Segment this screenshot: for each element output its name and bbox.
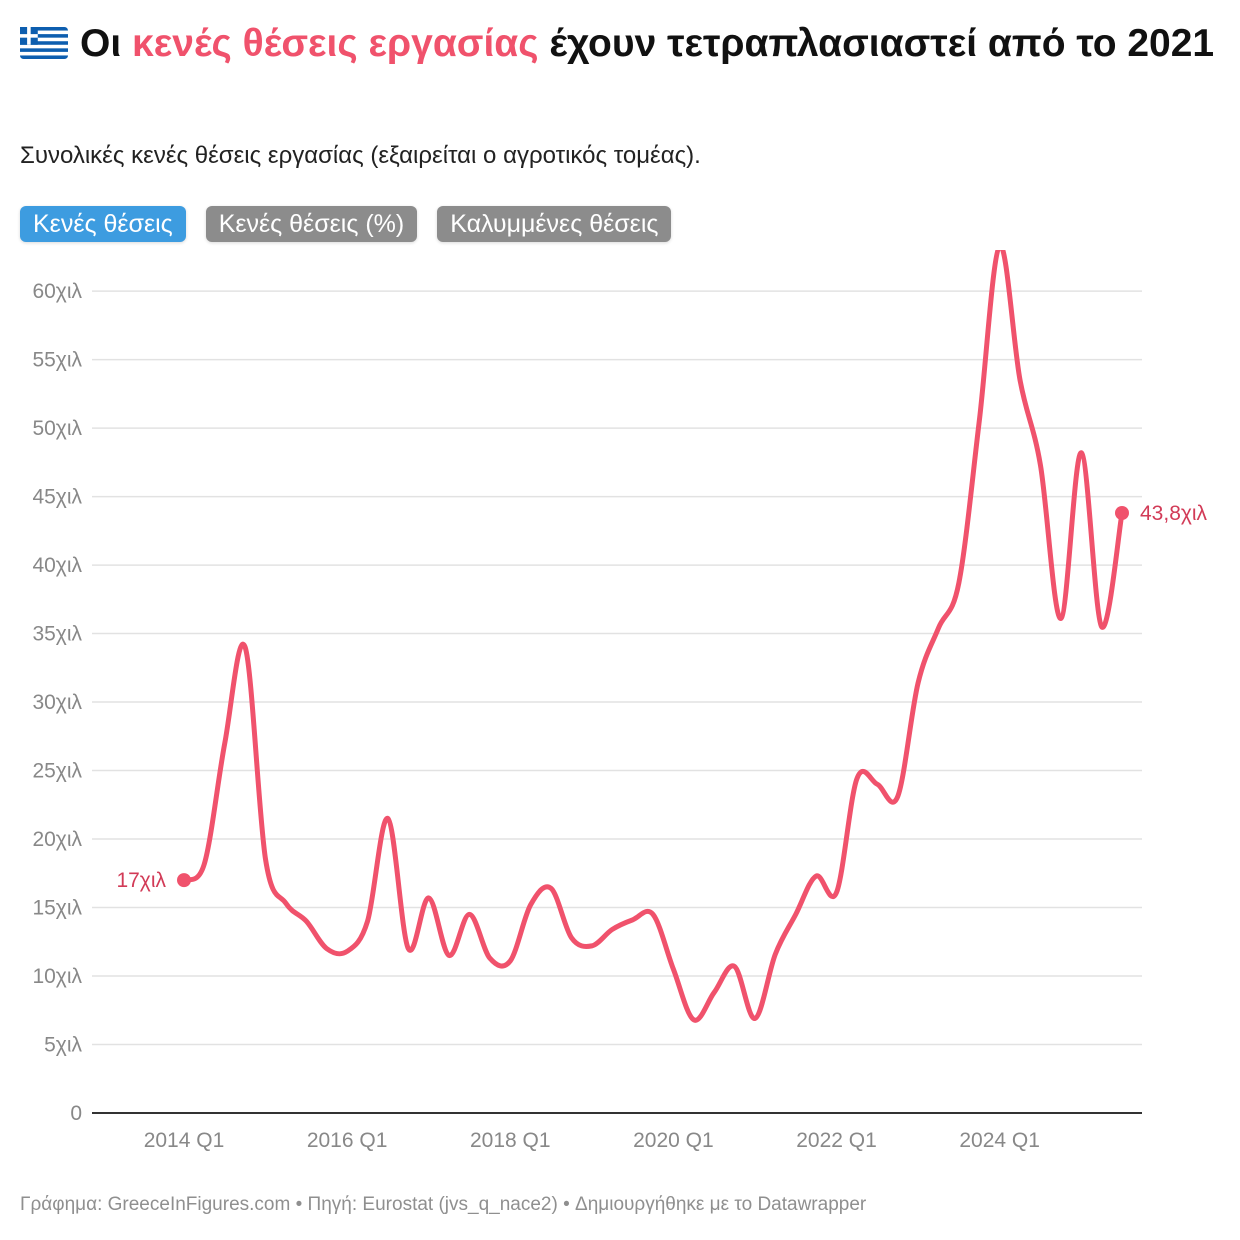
y-tick-label: 0	[70, 1102, 82, 1125]
y-tick-label: 40χιλ	[32, 554, 82, 577]
y-tick-label: 35χιλ	[32, 623, 82, 646]
x-tick-label: 2016 Q1	[307, 1129, 388, 1152]
x-tick-label: 2014 Q1	[144, 1129, 225, 1152]
y-tick-label: 30χιλ	[32, 691, 82, 714]
tab-filled-positions[interactable]: Καλυμμένες θέσεις	[437, 206, 672, 242]
series-line	[181, 250, 1125, 1023]
endpoint-marker	[177, 873, 191, 888]
x-tick-label: 2020 Q1	[633, 1129, 714, 1152]
x-tick-label: 2018 Q1	[470, 1129, 551, 1152]
tab-vacancies-percent[interactable]: Κενές θέσεις (%)	[205, 206, 418, 242]
grid-lines	[92, 290, 1142, 1046]
y-tick-label: 10χιλ	[32, 965, 82, 988]
title-pre: Οι	[80, 22, 133, 65]
view-tabs: Κενές θέσεις Κενές θέσεις (%) Καλυμμένες…	[20, 206, 672, 242]
y-tick-label: 50χιλ	[32, 417, 82, 440]
value-label: 17χιλ	[116, 869, 166, 892]
y-tick-label: 20χιλ	[32, 828, 82, 851]
y-tick-label: 45χιλ	[32, 486, 82, 509]
x-tick-label: 2024 Q1	[959, 1129, 1040, 1152]
endpoint-marker	[1115, 506, 1129, 521]
y-axis: 0 5χιλ 10χιλ 15χιλ 20χιλ 25χιλ 30χιλ 35χιλ 40χιλ…	[32, 280, 1142, 1125]
y-tick-label: 25χιλ	[32, 760, 82, 783]
tab-vacancies[interactable]: Κενές θέσεις	[20, 206, 186, 242]
chart-subtitle: Συνολικές κενές θέσεις εργασίας (εξαιρεί…	[20, 142, 701, 169]
x-tick-label: 2022 Q1	[796, 1129, 877, 1152]
chart-footer: Γράφημα: GreeceInFigures.com • Πηγή: Eur…	[20, 1194, 867, 1215]
title-highlight: κενές θέσεις εργασίας	[132, 22, 539, 65]
value-label: 43,8χιλ	[1140, 502, 1208, 525]
annotations: 17χιλ 43,8χιλ	[116, 502, 1207, 892]
greek-flag-icon	[20, 22, 68, 74]
y-tick-label: 15χιλ	[32, 897, 82, 920]
y-tick-label: 60χιλ	[32, 280, 82, 303]
title-post: έχουν τετραπλασιαστεί από το 2021	[538, 22, 1215, 65]
line-chart: 0 5χιλ 10χιλ 15χιλ 20χιλ 25χιλ 30χιλ 35χιλ 40χιλ…	[32, 250, 1208, 1152]
y-tick-label: 55χιλ	[32, 349, 82, 372]
y-tick-label: 5χιλ	[44, 1034, 82, 1057]
chart-title: Οι κενές θέσεις εργασίας έχουν τετραπλασ…	[20, 18, 1220, 74]
x-axis: 2014 Q1 2016 Q1 2018 Q1 2020 Q1 2022 Q1 2024 …	[144, 1129, 1040, 1152]
